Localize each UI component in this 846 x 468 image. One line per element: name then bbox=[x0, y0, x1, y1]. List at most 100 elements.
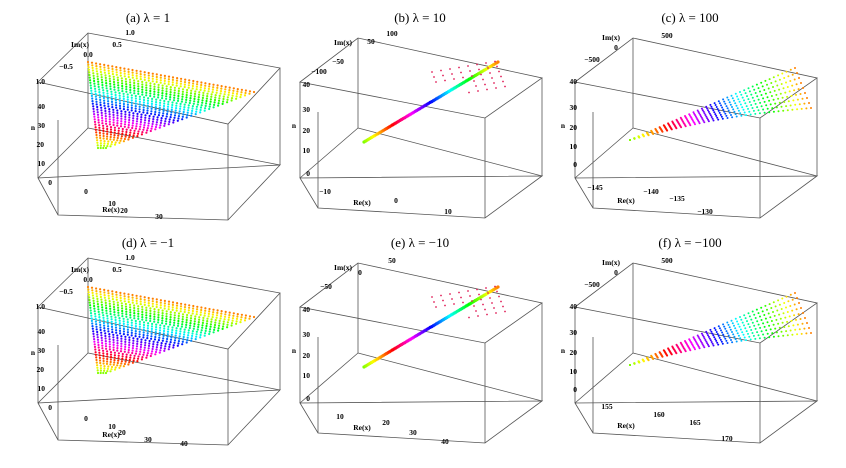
data-point bbox=[145, 81, 148, 84]
data-point bbox=[228, 86, 231, 89]
panel-e: (e) λ = −10Re(x)Im(x)n10203040−500500102… bbox=[292, 235, 544, 446]
data-point bbox=[100, 78, 103, 81]
data-point bbox=[118, 92, 121, 95]
data-point bbox=[440, 294, 442, 297]
data-point bbox=[143, 73, 146, 76]
data-point bbox=[99, 146, 102, 150]
data-point bbox=[214, 321, 217, 324]
data-point bbox=[180, 302, 183, 305]
data-point bbox=[134, 325, 137, 328]
data-point bbox=[675, 127, 678, 130]
data-point bbox=[114, 141, 117, 144]
data-point bbox=[792, 324, 795, 327]
data-point bbox=[157, 93, 160, 96]
data-point bbox=[165, 92, 168, 95]
data-point bbox=[97, 118, 100, 122]
data-point bbox=[760, 306, 763, 309]
data-point bbox=[102, 89, 105, 92]
data-point bbox=[745, 330, 748, 333]
data-point bbox=[135, 122, 138, 125]
data-point bbox=[155, 300, 158, 304]
data-point bbox=[223, 315, 227, 318]
data-point bbox=[699, 113, 702, 116]
y-tick-label: −0.5 bbox=[59, 62, 73, 71]
data-point bbox=[781, 72, 784, 75]
data-point bbox=[136, 360, 139, 363]
data-point bbox=[791, 84, 794, 87]
x-tick-label: 0 bbox=[84, 187, 88, 196]
data-point bbox=[131, 349, 134, 352]
data-point bbox=[808, 327, 810, 329]
data-point bbox=[722, 323, 725, 326]
data-point bbox=[100, 334, 103, 337]
data-point bbox=[104, 115, 107, 118]
data-point bbox=[716, 108, 719, 110]
data-point bbox=[166, 330, 170, 333]
data-point bbox=[113, 351, 116, 354]
data-point bbox=[111, 73, 114, 76]
data-point bbox=[689, 124, 692, 127]
data-point bbox=[132, 112, 135, 115]
data-point bbox=[731, 341, 734, 344]
data-point bbox=[747, 323, 750, 326]
data-point bbox=[482, 303, 484, 306]
data-point bbox=[163, 122, 166, 125]
data-point bbox=[155, 121, 158, 124]
data-point bbox=[99, 68, 102, 71]
z-tick-label: 40 bbox=[38, 327, 46, 336]
data-point bbox=[125, 355, 128, 359]
data-point bbox=[147, 304, 150, 307]
data-point bbox=[173, 96, 176, 99]
x-tick-label: 10 bbox=[444, 207, 452, 216]
data-point bbox=[119, 74, 122, 77]
data-point bbox=[188, 304, 191, 307]
data-point bbox=[745, 339, 747, 342]
data-point bbox=[158, 109, 161, 112]
data-point bbox=[710, 330, 713, 333]
data-point bbox=[110, 100, 114, 103]
data-point bbox=[757, 98, 760, 101]
data-point bbox=[189, 324, 192, 327]
data-point bbox=[214, 94, 217, 97]
data-point bbox=[212, 86, 215, 89]
data-point bbox=[96, 297, 99, 300]
data-point bbox=[125, 130, 128, 134]
data-point bbox=[169, 341, 172, 344]
data-point bbox=[145, 91, 148, 94]
data-point bbox=[800, 107, 803, 110]
data-point bbox=[112, 118, 115, 121]
data-point bbox=[232, 89, 235, 92]
data-point bbox=[98, 91, 101, 94]
data-point bbox=[131, 351, 134, 355]
data-point bbox=[165, 317, 168, 320]
data-point bbox=[114, 99, 117, 102]
data-point bbox=[116, 124, 119, 127]
data-point bbox=[717, 100, 720, 103]
data-point bbox=[181, 323, 184, 326]
data-point bbox=[101, 116, 104, 120]
data-point bbox=[119, 139, 122, 142]
data-point bbox=[771, 107, 774, 110]
data-point bbox=[739, 316, 741, 318]
data-point bbox=[185, 323, 188, 326]
data-point bbox=[210, 320, 213, 323]
data-point bbox=[146, 99, 150, 102]
data-point bbox=[119, 66, 122, 69]
data-point bbox=[195, 108, 198, 111]
data-point bbox=[157, 86, 160, 89]
data-point bbox=[187, 329, 190, 332]
data-point bbox=[90, 314, 93, 317]
data-point bbox=[135, 347, 138, 350]
data-point bbox=[236, 88, 239, 91]
data-point bbox=[94, 95, 97, 98]
data-point bbox=[192, 79, 195, 83]
y-tick-label: −100 bbox=[311, 67, 327, 76]
data-point bbox=[112, 123, 115, 127]
data-point bbox=[727, 109, 730, 112]
data-point bbox=[183, 331, 186, 334]
data-point bbox=[110, 140, 114, 144]
data-point bbox=[489, 72, 491, 74]
data-point bbox=[171, 103, 174, 107]
data-point bbox=[778, 78, 781, 81]
data-point bbox=[134, 105, 137, 108]
